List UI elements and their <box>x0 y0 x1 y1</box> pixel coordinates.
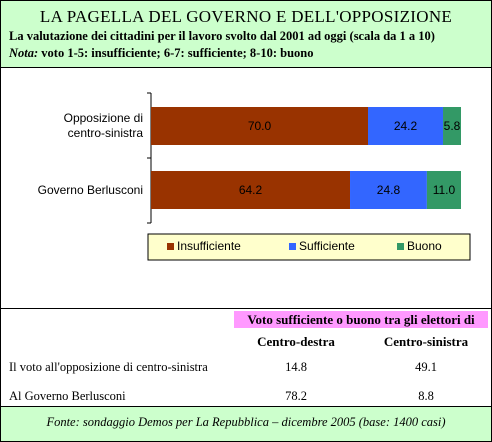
data-label: 11.0 <box>433 183 456 197</box>
cell: 8.8 <box>418 389 434 403</box>
row-label: Il voto all'opposizione di centro-sinist… <box>9 360 208 374</box>
data-label: 24.8 <box>377 183 401 197</box>
legend-label: Buono <box>407 239 442 253</box>
cell: 78.2 <box>285 389 307 403</box>
data-label: 70.0 <box>248 119 272 133</box>
chart: 70.0 24.2 5.8 64.2 24.8 11.0 Insufficiente Suff… <box>147 92 471 261</box>
legend-swatch <box>397 243 404 250</box>
cell: 49.1 <box>415 360 437 374</box>
cell: 14.8 <box>285 360 307 374</box>
data-label: 64.2 <box>239 183 263 197</box>
bar-segment <box>151 171 351 209</box>
header: LA PAGELLA DEL GOVERNO E DELL'OPPOSIZION… <box>1 1 491 68</box>
category-label: Opposizione di centro-sinistra <box>63 111 143 140</box>
legend-swatch <box>167 243 174 250</box>
bar-segment <box>350 171 427 209</box>
legend-label: Insufficiente <box>177 239 241 253</box>
footer: Fonte: sondaggio Demos per La Repubblica… <box>1 406 491 441</box>
data-label: 24.2 <box>394 119 418 133</box>
row-label: Al Governo Berlusconi <box>9 389 126 403</box>
note-text: voto 1-5: insufficiente; 6-7: sufficient… <box>41 46 314 60</box>
category-label: Governo Berlusconi <box>37 182 143 197</box>
note: Nota: voto 1-5: insufficiente; 6-7: suff… <box>9 46 313 61</box>
column-header: Centro-destra <box>257 334 335 349</box>
subtitle: La valutazione dei cittadini per il lavo… <box>9 29 435 43</box>
legend-swatch <box>289 243 296 250</box>
bar-segment <box>368 107 444 145</box>
separator <box>1 308 491 309</box>
column-header: Centro-sinistra <box>383 334 469 349</box>
table-group-header: Voto sufficiente o buono tra gli elettor… <box>234 311 488 328</box>
legend-box <box>147 233 471 261</box>
bar-segment <box>426 171 461 209</box>
data-label: 5.8 <box>444 119 461 133</box>
title: LA PAGELLA DEL GOVERNO E DELL'OPPOSIZION… <box>39 7 453 26</box>
bar-segment <box>151 107 368 145</box>
bar-segment <box>443 107 461 145</box>
note-label: Nota: <box>9 46 39 60</box>
legend-label: Sufficiente <box>299 239 355 253</box>
